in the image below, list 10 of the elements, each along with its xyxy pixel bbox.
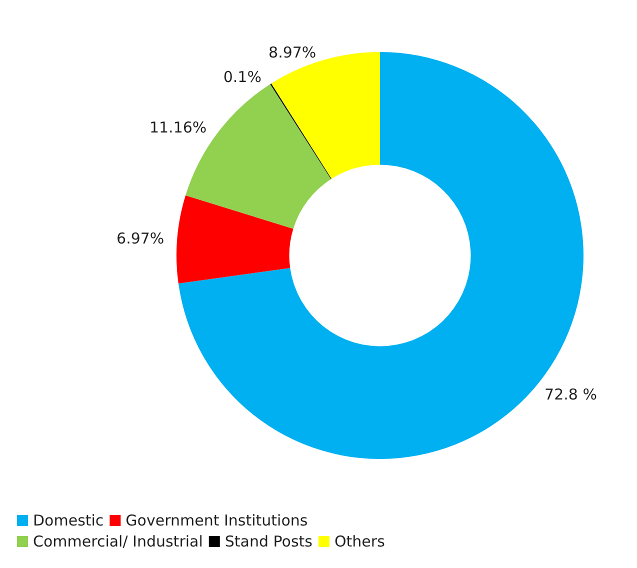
- legend-label: Stand Posts: [224, 532, 313, 550]
- data-label: 72.8 %: [544, 385, 597, 404]
- data-label: 0.1%: [223, 68, 262, 86]
- legend-label: Government Institutions: [126, 512, 308, 530]
- data-label: 6.97%: [116, 229, 164, 248]
- legend-label: Others: [334, 532, 386, 550]
- legend-label: Domestic: [33, 512, 104, 530]
- legend-label: Commercial/ Industrial: [33, 532, 203, 550]
- data-label: 11.16%: [149, 118, 207, 136]
- data-label: 8.97%: [268, 43, 316, 62]
